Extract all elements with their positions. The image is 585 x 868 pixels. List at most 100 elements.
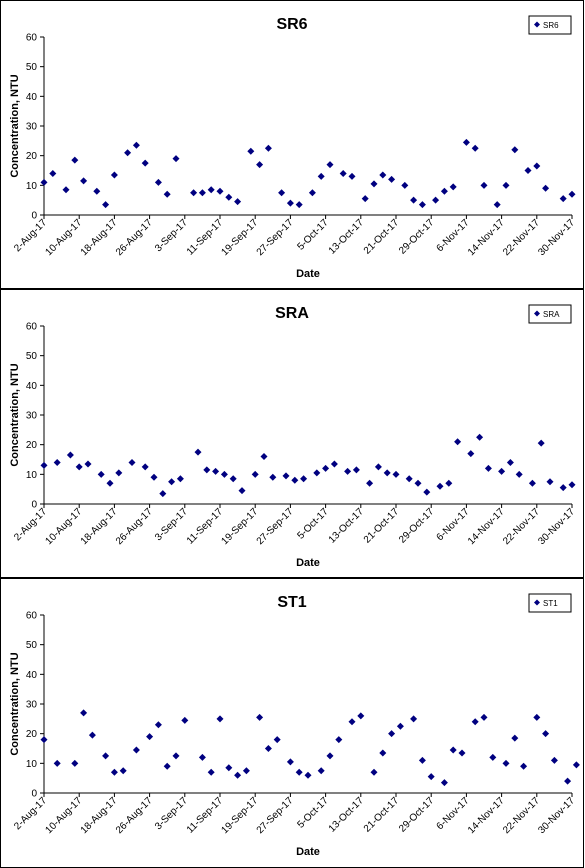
data-point (418, 756, 426, 764)
y-tick-label: 40 (26, 381, 38, 392)
x-tick-label: 26-Aug-17 (114, 506, 155, 547)
x-tick-label: 2-Aug-17 (12, 217, 49, 254)
data-point (348, 172, 356, 180)
data-point (295, 768, 303, 776)
x-tick-label: 21-Oct-17 (362, 506, 402, 546)
data-point (304, 771, 312, 779)
data-point (154, 721, 162, 729)
legend-marker-diamond (534, 21, 540, 28)
data-point (436, 482, 444, 490)
data-point (564, 777, 572, 785)
data-point (414, 479, 422, 487)
data-point (168, 478, 176, 486)
data-point (286, 758, 294, 766)
data-point (172, 155, 180, 163)
data-point (264, 144, 272, 152)
data-point (559, 195, 567, 203)
data-point (198, 189, 206, 197)
y-tick-label: 20 (26, 151, 38, 162)
x-tick-label: 6-Nov-17 (435, 506, 472, 543)
x-tick-label: 3-Sep-17 (153, 217, 190, 254)
data-point (40, 461, 48, 469)
data-point (84, 460, 92, 468)
data-point (286, 199, 294, 207)
data-point (511, 146, 519, 154)
data-point (308, 189, 316, 197)
series-sra (40, 433, 576, 498)
data-point (163, 762, 171, 770)
data-point (132, 141, 140, 149)
data-point (110, 768, 118, 776)
data-point (480, 713, 488, 721)
data-point (93, 187, 101, 195)
y-tick-label: 50 (26, 62, 38, 73)
x-tick-label: 22-Nov-17 (501, 217, 542, 258)
y-tick-label: 10 (26, 759, 38, 770)
data-point (498, 467, 506, 475)
data-point (352, 466, 360, 474)
legend-entry: SRA (543, 310, 560, 319)
x-tick-label: 30-Nov-17 (536, 217, 577, 258)
data-point (260, 453, 268, 461)
data-point (62, 186, 70, 194)
data-point (40, 178, 48, 186)
data-point (295, 201, 303, 209)
data-point (66, 451, 74, 459)
data-point (163, 190, 171, 198)
series-st1 (40, 709, 580, 787)
data-point (229, 475, 237, 483)
data-point (282, 472, 290, 480)
data-point (97, 470, 105, 478)
data-point (462, 138, 470, 146)
data-point (374, 463, 382, 471)
data-point (154, 178, 162, 186)
data-point (418, 201, 426, 209)
data-point (502, 181, 510, 189)
data-point (568, 481, 576, 489)
data-point (181, 716, 189, 724)
y-tick-label: 0 (31, 500, 37, 511)
data-point (423, 488, 431, 496)
data-point (146, 733, 154, 741)
x-tick-label: 2-Aug-17 (12, 506, 49, 543)
data-point (220, 470, 228, 478)
data-point (53, 759, 61, 767)
data-point (216, 187, 224, 195)
data-point (515, 470, 523, 478)
y-axis-title: Concentration, NTU (9, 363, 21, 466)
data-point (238, 487, 246, 495)
data-point (480, 181, 488, 189)
data-point (388, 730, 396, 738)
data-point (370, 768, 378, 776)
x-tick-label: 3-Sep-17 (153, 506, 190, 543)
data-point (524, 167, 532, 174)
x-tick-label: 5-Oct-17 (295, 217, 331, 253)
y-axis-title: Concentration, NTU (9, 74, 21, 177)
data-point (141, 159, 149, 167)
data-point (471, 718, 479, 726)
data-point (484, 464, 492, 472)
data-point (410, 196, 418, 204)
data-point (159, 490, 167, 498)
x-tick-label: 30-Nov-17 (536, 795, 577, 836)
x-tick-label: 14-Nov-17 (466, 506, 507, 547)
legend: SR6 (528, 15, 572, 35)
chart-title: ST1 (277, 594, 306, 611)
data-point (119, 767, 127, 775)
y-tick-label: 50 (26, 640, 38, 651)
data-point (445, 479, 453, 487)
y-tick-label: 60 (26, 322, 38, 333)
data-point (568, 190, 576, 198)
data-point (40, 736, 48, 744)
x-tick-label: 27-Sep-17 (255, 506, 296, 547)
legend: SRA (528, 304, 572, 324)
x-tick-label: 19-Sep-17 (220, 217, 261, 258)
data-point (207, 768, 215, 776)
data-point (401, 181, 409, 189)
x-tick-label: 6-Nov-17 (435, 217, 472, 254)
chart-title: SRA (275, 305, 309, 322)
data-point (269, 473, 277, 481)
x-tick-label: 29-Oct-17 (397, 795, 437, 835)
x-tick-label: 26-Aug-17 (114, 795, 155, 836)
data-point (335, 736, 343, 744)
